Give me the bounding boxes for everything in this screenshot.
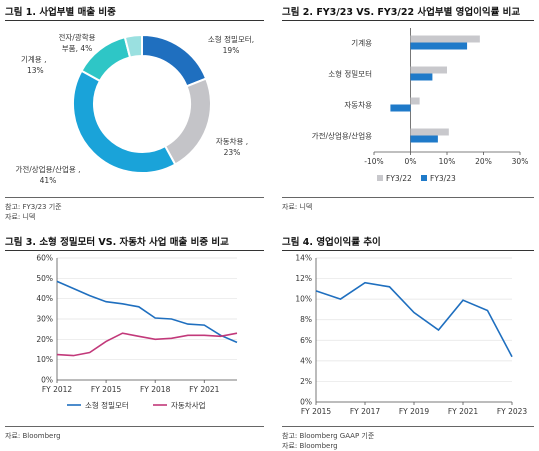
figure-1-bottom-rule [5,197,264,198]
x-tick-label: 20% [475,157,492,166]
bar [410,73,433,81]
figure-2-panel: 그림 2. FY3/23 VS. FY3/22 사업부별 영업이익률 비교 -1… [282,4,534,226]
y-tick-label: 8% [300,315,312,324]
y-tick-label: 4% [300,356,312,365]
slice-label: 기계용 , 13% [21,54,46,75]
legend-label: 소형 정밀모터 [85,400,129,410]
slice-label: 가전/상업용/산업용 , 41% [15,164,80,185]
donut-slice [123,33,143,59]
figure-3-panel: 그림 3. 소형 정밀모터 VS. 자동차 사업 매출 비중 비교 0% 10% 2… [5,234,264,449]
bar [410,35,480,43]
figure-2-bottom-rule [282,197,534,198]
figure-4-note: 참고: Bloomberg GAAP 기준 [282,432,375,440]
figure-4-title-rule [282,250,534,251]
legend-swatch [377,175,383,181]
x-tick-label: 10% [439,157,456,166]
x-tick-label: FY 2023 [497,407,528,416]
series-line [56,280,238,344]
figure-4-panel: 그림 4. 영업이익률 추이 0% 2% 4% 6% 8% 10% 12% 14% FY 201… [282,234,534,450]
donut-chart: 소형 정밀모터, 19% 자동차용 , 23% 가전/상업용/산업용 , 41% 기계용 ,… [15,32,254,185]
x-tick-label: FY 2018 [140,385,171,394]
x-tick-label: 0% [405,157,417,166]
line-chart-margin: 0% 2% 4% 6% 8% 10% 12% 14% FY 2015 FY 2017 FY 2019… [295,254,528,417]
series-line [315,281,513,358]
line-chart-share: 0% 10% 20% 30% 40% 50% 60% FY 2012 FY 2015 FY 201… [36,254,238,410]
y-tick-label: 6% [300,336,312,345]
figure-1-source: 자료: 니덱 [5,213,36,221]
x-tick-label: FY 2017 [350,407,381,416]
figure-4-title: 그림 4. 영업이익률 추이 [282,237,381,248]
slice-label: 전자/광학용 부품, 4% [58,32,95,53]
series-line [56,332,238,357]
figure-4-bottom-rule [282,426,534,427]
figure-3-source: 자료: Bloomberg [5,432,61,440]
y-tick-label: 60% [36,254,53,263]
legend-swatch [421,175,427,181]
y-tick-label: 30% [36,315,53,324]
bar [410,128,449,136]
donut-slice [141,33,208,88]
y-tick-label: 50% [36,274,53,283]
figure-4-source: 자료: Bloomberg [282,442,338,450]
x-tick-label: FY 2019 [399,407,430,416]
x-tick-label: FY 2015 [91,385,122,394]
bar [390,104,411,112]
figure-1-panel: 그림 1. 사업부별 매출 비중 소형 정밀모터, 19% 자동차용 , 23% 가전/… [5,4,264,226]
donut-slice [72,69,177,174]
bar [410,66,447,74]
figure-2-title: 그림 2. FY3/23 VS. FY3/22 사업부별 영업이익률 비교 [282,7,521,18]
figure-3-bottom-rule [5,426,264,427]
figure-2-source: 자료: 니덱 [282,203,313,211]
legend-label: 자동차사업 [171,401,206,410]
y-tick-label: 10% [295,295,312,304]
y-tick-label: 40% [36,294,53,303]
category-label: 가전/상업용/산업용 [312,131,372,141]
category-label: 소형 정밀모터 [328,69,372,79]
figure-3-title-rule [5,250,264,251]
figure-1-note: 참고: FY3/23 기준 [5,203,62,211]
x-tick-label: 30% [512,157,529,166]
y-tick-label: 14% [295,254,312,263]
legend-label: FY3/23 [430,174,456,183]
bar [410,97,420,105]
bar [410,135,438,143]
y-tick-label: 2% [300,377,312,386]
category-label: 자동차용 [344,101,372,110]
figure-2-title-rule [282,20,534,21]
x-tick-label: FY 2015 [301,407,332,416]
x-tick-label: FY 2012 [42,385,73,394]
x-tick-label: FY 2021 [189,385,220,394]
y-tick-label: 20% [36,335,53,344]
donut-slice [163,77,212,166]
legend-label: FY3/22 [386,174,412,183]
y-tick-label: 10% [36,355,53,364]
category-label: 기계용 [351,38,372,48]
slice-label: 자동차용 , 23% [216,137,248,157]
y-tick-label: 0% [41,376,53,385]
y-tick-label: 0% [300,398,312,407]
figure-3-title: 그림 3. 소형 정밀모터 VS. 자동차 사업 매출 비중 비교 [5,237,229,248]
slice-label: 소형 정밀모터, 19% [208,34,254,55]
y-tick-label: 12% [295,274,312,283]
figure-1-title: 그림 1. 사업부별 매출 비중 [5,7,116,18]
bar [410,42,468,50]
x-tick-label: FY 2021 [448,407,479,416]
figure-1-title-rule [5,20,264,21]
x-tick-label: -10% [364,157,383,166]
